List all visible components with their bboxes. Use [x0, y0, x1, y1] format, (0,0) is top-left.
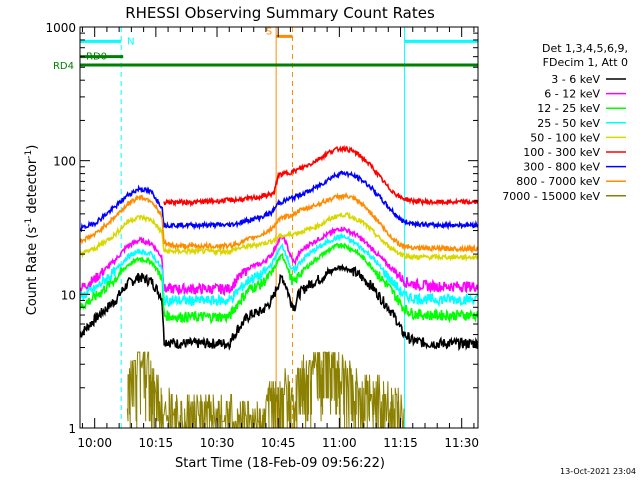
y-axis-label-part: ) [25, 145, 40, 150]
flag-label: S [266, 26, 272, 37]
plot-area: N S RD0 RD4 1 10 100 1000 10:00 10:15 10:30 10:45 11… [45, 21, 479, 450]
legend-header-line: FDecim 1, Att 0 [543, 56, 628, 69]
x-tick-label: 11:00 [322, 436, 357, 450]
legend-entry-label: 6 - 12 keV [544, 88, 600, 101]
legend-header-line: Det 1,3,4,5,6,9, [542, 42, 628, 55]
plot-timestamp: 13-Oct-2021 23:04 [560, 467, 636, 476]
series-line [163, 144, 478, 208]
flag-label: RD4 [53, 61, 74, 72]
x-tick-label: 10:30 [200, 436, 235, 450]
series-line [80, 263, 478, 352]
x-axis-label: Start Time (18-Feb-09 09:56:22) [175, 456, 385, 471]
y-tick-label: 1000 [45, 21, 76, 35]
series-line [80, 191, 478, 254]
legend-entry-label: 7000 - 15000 keV [502, 190, 600, 203]
y-axis-label-part: detector [25, 158, 40, 218]
series-line [80, 232, 478, 308]
legend-entry-label: 3 - 6 keV [551, 73, 600, 86]
legend-entry-label: 50 - 100 keV [530, 131, 600, 144]
legend-entry-label: 25 - 50 keV [537, 117, 600, 130]
legend-entry-label: 300 - 800 keV [523, 161, 600, 174]
y-axis-label: Count Rate (s-1 detector-1) [24, 145, 40, 316]
y-tick-label: 1 [68, 422, 76, 436]
flag-label: RD0 [86, 52, 107, 63]
legend: Det 1,3,4,5,6,9,FDecim 1, Att 0 3 - 6 keV… [502, 42, 628, 203]
legend-entry-label: 12 - 25 keV [537, 102, 600, 115]
y-axis-label-sup: -1 [24, 218, 34, 227]
x-tick-label: 11:30 [444, 436, 479, 450]
y-tick-label: 100 [53, 155, 76, 169]
y-axis-label-part: Count Rate (s [25, 227, 40, 316]
x-tick-label: 10:15 [139, 436, 174, 450]
series-line [80, 170, 478, 233]
legend-entry-label: 800 - 7000 keV [516, 175, 600, 188]
flag-label: N [127, 36, 134, 47]
chart-title: RHESSI Observing Summary Count Rates [125, 4, 435, 22]
plot-frame [79, 26, 479, 429]
y-tick-label: 10 [61, 288, 76, 302]
svg-text:Count Rate (s-1 detector-1): Count Rate (s-1 detector-1) [24, 145, 40, 316]
series-line [80, 242, 478, 326]
legend-entry-label: 100 - 300 keV [523, 146, 600, 159]
y-axis-label-sup: -1 [24, 150, 34, 159]
series-group [80, 144, 478, 428]
series-line [80, 211, 478, 263]
series-line [80, 226, 478, 297]
x-tick-label: 10:00 [77, 436, 112, 450]
series-line [126, 351, 405, 428]
x-tick-label: 11:15 [383, 436, 418, 450]
x-tick-label: 10:45 [261, 436, 296, 450]
